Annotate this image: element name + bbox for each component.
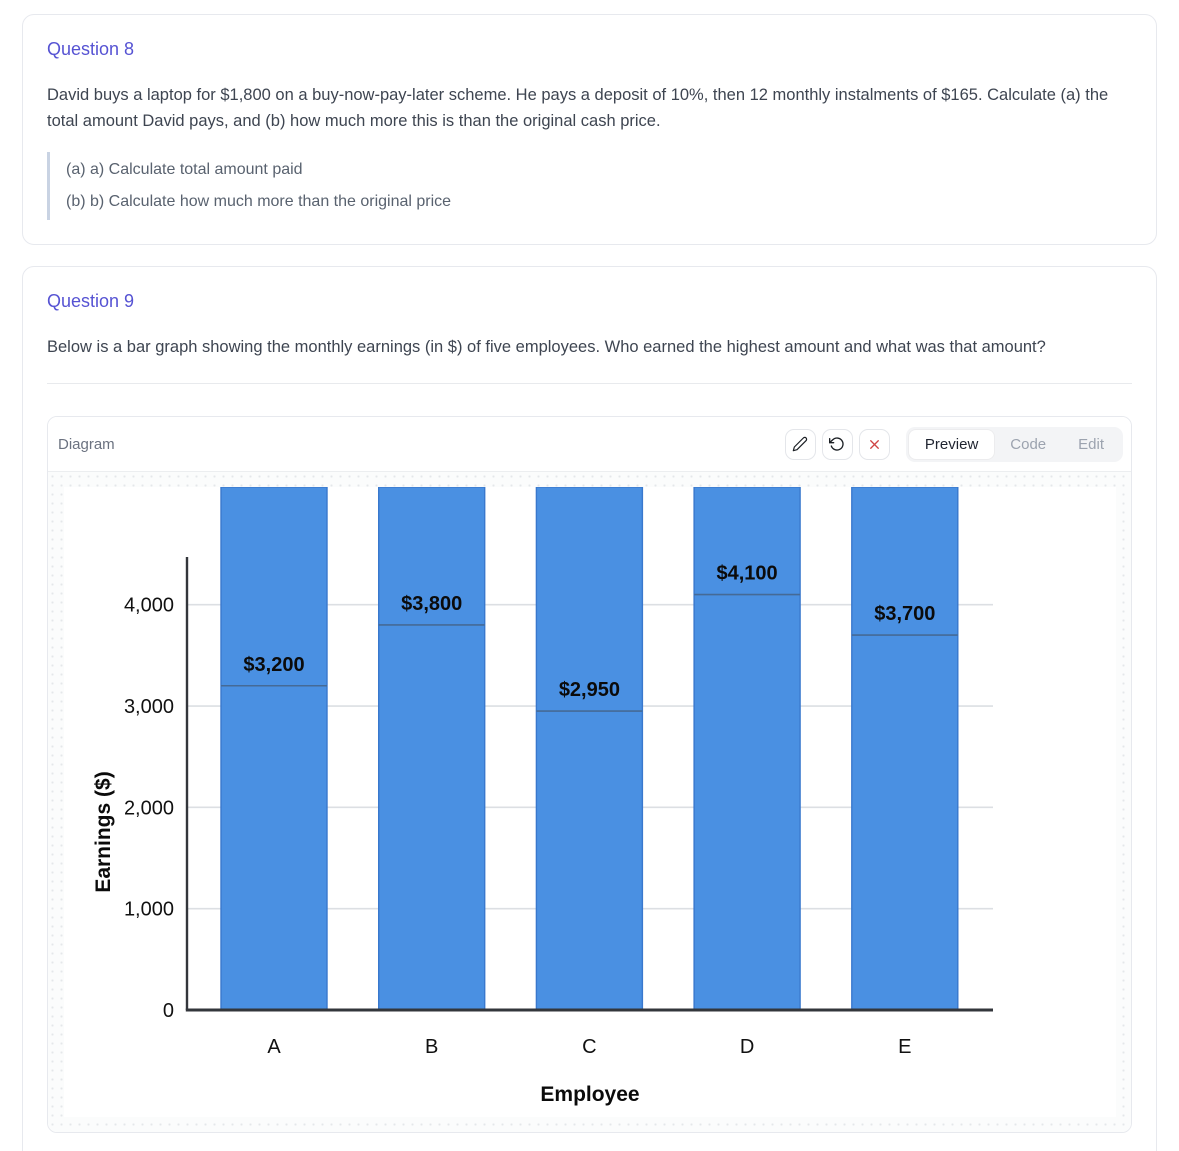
question-8-body: David buys a laptop for $1,800 on a buy-… xyxy=(47,86,1109,130)
y-tick-label: 2,000 xyxy=(123,797,173,819)
pencil-icon xyxy=(792,436,808,452)
question-8-title: Question 8 xyxy=(47,39,135,59)
diagram-label: Diagram xyxy=(58,435,115,453)
bar-value-label: $4,100 xyxy=(716,563,777,585)
y-tick-label: 4,000 xyxy=(123,595,173,617)
bar-D xyxy=(692,486,801,1011)
tab-edit[interactable]: Edit xyxy=(1078,435,1104,453)
x-tick-label: A xyxy=(267,1036,281,1058)
y-axis-title: Earnings ($) xyxy=(92,771,115,892)
close-diagram-button[interactable] xyxy=(858,428,890,460)
bar-C xyxy=(535,486,643,1011)
bar-chart-svg: $3,200 A $3,800 B $2,950 C $4,100 D $3,700 E 0 1,00… xyxy=(92,486,993,1106)
x-tick-label: B xyxy=(425,1036,438,1058)
edit-diagram-button[interactable] xyxy=(784,428,816,460)
diagram-panel: Diagram Preview Code Edit xyxy=(47,416,1132,1133)
undo-button[interactable] xyxy=(821,428,853,460)
x-tick-label: D xyxy=(739,1036,753,1058)
question-9-card: Question 9 Below is a bar graph showing … xyxy=(22,266,1157,1151)
bar-value-label: $2,950 xyxy=(558,679,619,701)
bar-value-label: $3,800 xyxy=(401,593,462,615)
question-part-a: (a) a) Calculate total amount paid xyxy=(66,161,303,178)
tab-preview[interactable]: Preview xyxy=(908,429,995,459)
chart-frame: $3,200 A $3,800 B $2,950 C $4,100 D $3,700 E 0 1,00… xyxy=(63,486,1116,1117)
view-tabs: Preview Code Edit xyxy=(905,426,1123,462)
x-axis-title: Employee xyxy=(540,1083,639,1106)
x-tick-label: C xyxy=(582,1036,596,1058)
bar-value-label: $3,700 xyxy=(874,603,935,625)
diagram-toolbar: Diagram Preview Code Edit xyxy=(48,417,1131,472)
y-tick-label: 3,000 xyxy=(123,696,173,718)
question-8-parts: (a) a) Calculate total amount paid (b) b… xyxy=(47,152,1132,220)
close-icon xyxy=(867,437,882,452)
bar-value-label: $3,200 xyxy=(243,654,304,676)
bar-B xyxy=(377,486,485,1011)
x-tick-label: E xyxy=(898,1036,911,1058)
y-tick-label: 1,000 xyxy=(123,899,173,921)
question-8-card: Question 8 David buys a laptop for $1,80… xyxy=(22,14,1157,245)
question-9-title: Question 9 xyxy=(47,291,135,311)
question-9-body: Below is a bar graph showing the monthly… xyxy=(47,338,1046,356)
undo-icon xyxy=(829,436,845,452)
bar-A xyxy=(219,486,328,1011)
question-part-b: (b) b) Calculate how much more than the … xyxy=(66,193,452,210)
divider xyxy=(47,383,1132,384)
y-tick-label: 0 xyxy=(162,1000,173,1022)
diagram-canvas: $3,200 A $3,800 B $2,950 C $4,100 D $3,700 E 0 1,00… xyxy=(48,472,1131,1132)
tab-code[interactable]: Code xyxy=(1010,435,1047,453)
bar-E xyxy=(850,486,958,1011)
